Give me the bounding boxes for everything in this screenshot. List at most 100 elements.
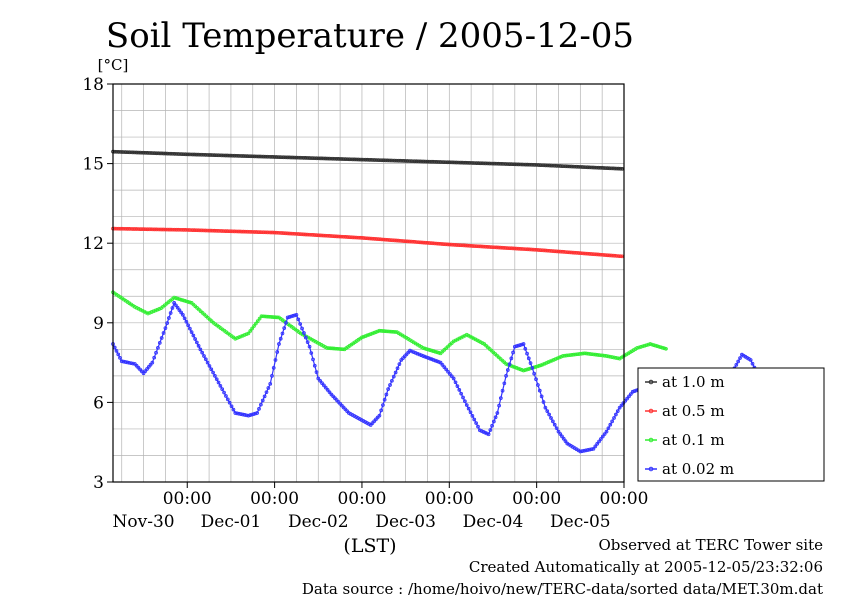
data-point xyxy=(392,158,397,163)
data-point xyxy=(256,230,261,234)
data-point xyxy=(275,350,280,354)
data-point xyxy=(305,232,310,237)
data-point xyxy=(574,164,579,169)
data-point xyxy=(562,164,566,169)
data-point xyxy=(189,330,194,334)
data-point xyxy=(296,317,301,322)
data-point xyxy=(391,329,396,334)
x-tick-time-label: 00:00 xyxy=(512,489,561,509)
data-point xyxy=(141,150,146,155)
legend-label: at 0.1 m xyxy=(662,431,725,449)
data-point xyxy=(458,160,463,165)
data-point xyxy=(586,351,591,356)
data-point xyxy=(325,156,330,161)
data-point xyxy=(613,253,617,258)
data-point xyxy=(612,416,616,420)
data-point xyxy=(256,154,261,159)
data-point xyxy=(129,227,133,231)
data-point xyxy=(396,158,401,163)
data-point xyxy=(494,245,499,250)
y-tick-label: 15 xyxy=(82,155,104,175)
data-point xyxy=(532,247,537,252)
data-point xyxy=(394,238,399,243)
data-point xyxy=(289,231,293,236)
data-point xyxy=(589,252,594,256)
data-point xyxy=(157,341,162,345)
data-point xyxy=(537,388,542,393)
data-point xyxy=(194,152,199,157)
data-point xyxy=(387,158,392,163)
data-point xyxy=(170,227,175,232)
data-point xyxy=(451,242,455,247)
data-point xyxy=(536,383,540,387)
data-point xyxy=(189,152,193,157)
data-point xyxy=(181,152,186,157)
data-point xyxy=(287,231,292,236)
data-point xyxy=(183,152,188,157)
data-point xyxy=(549,249,554,253)
data-point xyxy=(187,228,191,232)
data-point xyxy=(127,150,132,155)
data-point xyxy=(410,349,414,354)
data-point xyxy=(334,234,339,239)
data-point xyxy=(736,359,741,364)
data-point xyxy=(234,229,239,234)
data-point xyxy=(391,374,396,379)
data-point xyxy=(574,251,579,255)
data-point xyxy=(149,151,153,155)
data-point xyxy=(511,350,515,355)
data-point xyxy=(150,227,155,232)
data-point xyxy=(462,243,466,248)
data-point xyxy=(415,351,420,356)
data-point xyxy=(214,377,219,382)
data-point xyxy=(152,355,157,360)
data-point xyxy=(132,227,137,231)
data-point xyxy=(440,363,445,367)
data-point xyxy=(174,227,179,232)
data-point xyxy=(335,346,340,351)
data-point xyxy=(203,153,208,157)
data-point xyxy=(563,439,568,443)
data-point xyxy=(249,230,253,234)
data-point xyxy=(627,394,631,399)
data-point xyxy=(509,162,514,167)
data-point xyxy=(463,399,467,404)
data-point xyxy=(483,244,488,249)
data-point xyxy=(538,163,543,167)
data-point xyxy=(332,234,337,239)
data-point xyxy=(542,163,546,168)
data-point xyxy=(598,165,603,170)
data-point xyxy=(629,392,633,396)
data-point xyxy=(284,320,288,325)
data-point xyxy=(154,151,159,156)
data-point xyxy=(182,298,187,303)
data-point xyxy=(341,157,346,161)
data-point xyxy=(303,232,308,237)
data-point xyxy=(309,351,314,355)
data-point xyxy=(467,243,472,248)
data-point xyxy=(431,358,436,362)
data-point xyxy=(116,226,121,231)
data-point xyxy=(264,314,269,319)
data-point xyxy=(421,346,425,350)
data-point xyxy=(414,159,419,164)
data-point xyxy=(535,364,540,369)
data-point xyxy=(395,366,400,371)
data-point xyxy=(169,227,173,232)
data-point xyxy=(377,328,382,333)
data-point xyxy=(421,159,426,164)
data-point xyxy=(429,241,433,245)
series-at-0-1-m xyxy=(111,290,668,373)
data-point xyxy=(602,166,606,170)
data-point xyxy=(350,157,355,162)
data-point xyxy=(199,228,204,233)
data-point xyxy=(585,251,590,256)
data-point xyxy=(218,383,223,388)
data-point xyxy=(339,347,343,351)
data-point xyxy=(550,358,554,363)
data-point xyxy=(172,301,176,305)
data-point xyxy=(593,165,597,170)
data-point xyxy=(179,310,183,315)
data-point xyxy=(250,154,255,159)
data-point xyxy=(236,229,241,234)
